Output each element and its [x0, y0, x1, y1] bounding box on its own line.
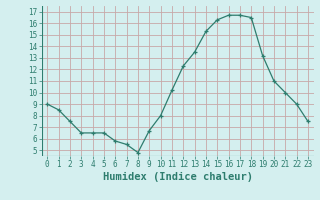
X-axis label: Humidex (Indice chaleur): Humidex (Indice chaleur): [103, 172, 252, 182]
